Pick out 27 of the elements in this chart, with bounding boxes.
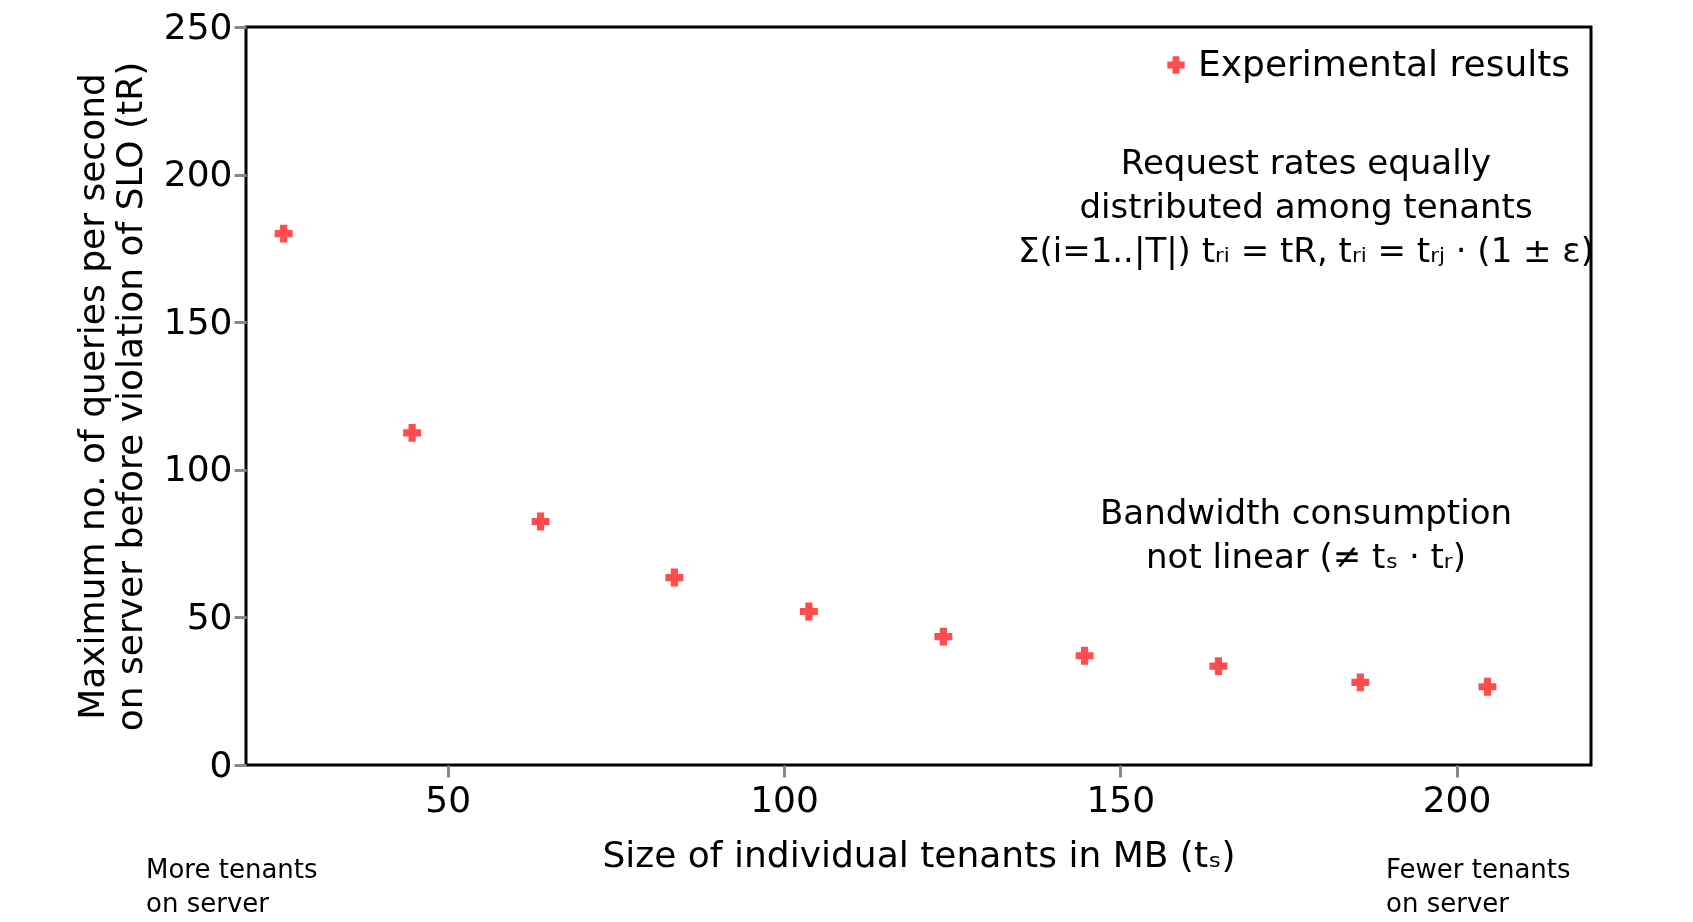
point <box>274 224 293 243</box>
y-tick-label: 250 <box>163 5 233 47</box>
point <box>1209 657 1228 676</box>
legend-label: Experimental results <box>1198 43 1571 84</box>
x-tick-label: 50 <box>425 778 472 820</box>
annotation: Bandwidth consumption not linear (≠ tₛ · tᵣ) <box>1100 492 1512 577</box>
x-tick-label: 150 <box>1086 778 1156 820</box>
annotation: Request rates equally distributed among tenants Σ(i=1..|T|) tᵣᵢ = tR, tᵣᵢ = tᵣⱼ · (1 ± ε) <box>1017 142 1595 271</box>
y-axis-title: Maximum no. of queries per second on server before violation of SLO (tR) <box>70 61 150 732</box>
x-axis-title: Size of individual tenants in MB (tₛ) <box>602 833 1236 875</box>
x-tick-label: 100 <box>750 778 819 820</box>
point <box>799 602 818 621</box>
x-tick-label: 200 <box>1422 778 1492 820</box>
point <box>1351 673 1370 692</box>
point <box>403 423 422 442</box>
point <box>665 568 684 587</box>
y-tick-label: 100 <box>163 448 233 490</box>
y-tick-label: 0 <box>209 743 233 785</box>
point <box>1075 646 1094 665</box>
point <box>531 512 550 531</box>
point <box>1478 677 1497 696</box>
y-tick-label: 150 <box>163 300 233 342</box>
text: Fewer tenants on server <box>1386 854 1571 918</box>
y-tick-label: 200 <box>163 153 233 195</box>
point <box>934 627 953 646</box>
y-tick-label: 50 <box>186 595 233 637</box>
text: More tenants on server <box>146 854 318 918</box>
